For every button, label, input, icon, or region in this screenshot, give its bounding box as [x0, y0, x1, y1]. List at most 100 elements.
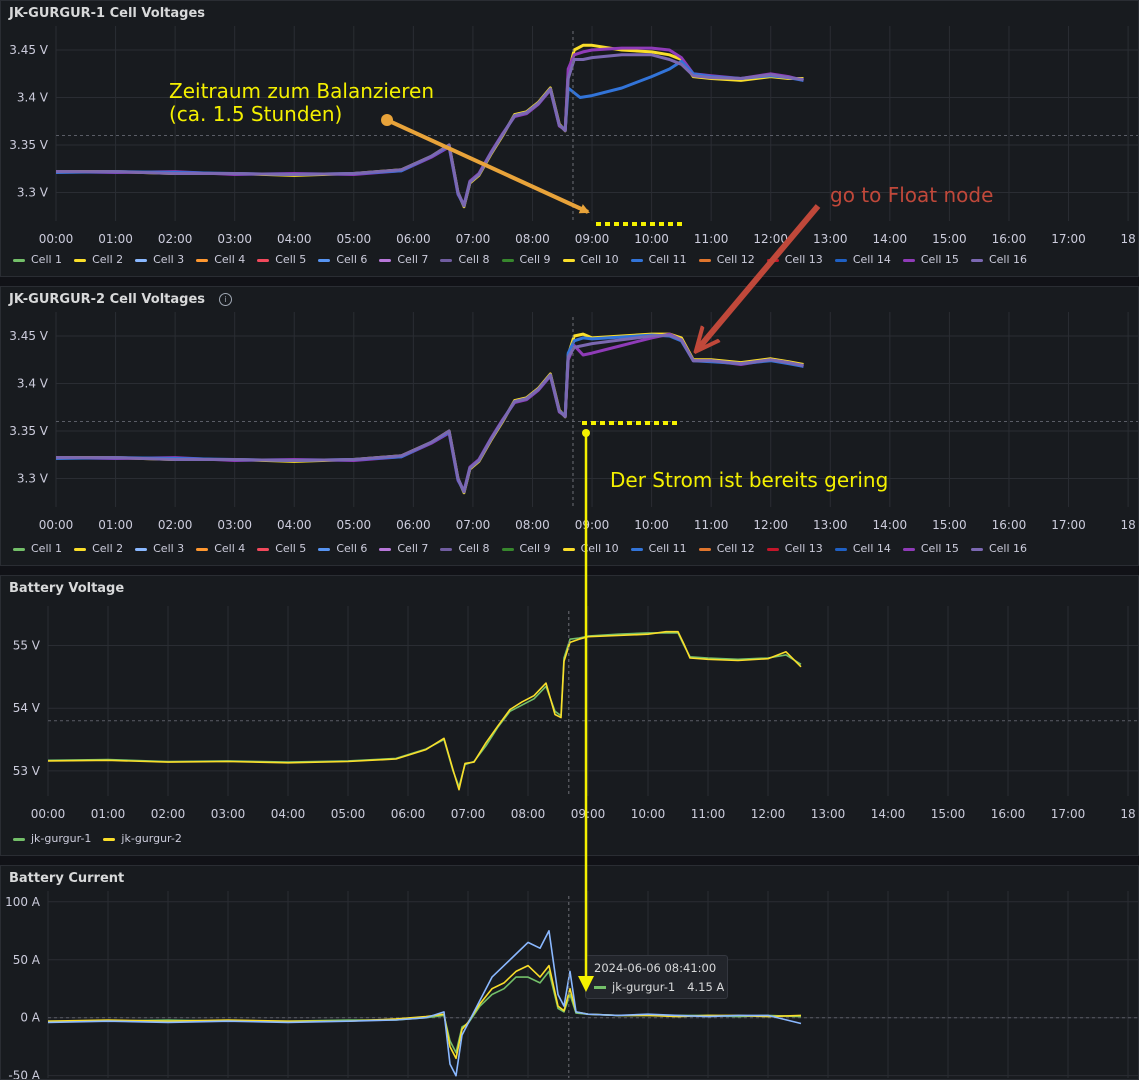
panel-title-2[interactable]: JK-GURGUR-2 Cell Voltages i: [9, 292, 232, 307]
x-tick-label: 07:00: [456, 232, 491, 246]
x-tick-label: 04:00: [277, 232, 312, 246]
legend-item-cell-3[interactable]: Cell 3: [135, 542, 184, 555]
panel-title[interactable]: JK-GURGUR-1 Cell Voltages: [9, 6, 205, 21]
legend-item-cell-11[interactable]: Cell 11: [630, 542, 687, 555]
legend-swatch: [562, 547, 575, 551]
x-tick-label: 08:00: [515, 232, 550, 246]
legend-swatch: [501, 547, 514, 551]
chart-gurgur1-cells[interactable]: 00:00 01:00 02:00 03:00 04:00 05:00 06:00 07:00…: [1, 1, 1139, 277]
x-tick-label: 12:00: [751, 807, 786, 821]
legend-item-cell-6[interactable]: Cell 6: [318, 253, 367, 266]
x-tick-label: 14:00: [873, 518, 908, 532]
legend-item-cell-16[interactable]: Cell 16: [970, 253, 1027, 266]
legend-item-cell-4[interactable]: Cell 4: [196, 542, 245, 555]
y-tick-label: 3.45 V: [9, 329, 49, 343]
hover-tooltip: 2024-06-06 08:41:00 jk-gurgur-1 4.15 A: [585, 955, 728, 999]
legend-item-cell-16[interactable]: Cell 16: [970, 542, 1027, 555]
legend-label: Cell 11: [648, 542, 687, 555]
legend-swatch: [902, 547, 915, 551]
legend-item-cell-9[interactable]: Cell 9: [501, 542, 551, 555]
x-tick-label: 13:00: [813, 232, 848, 246]
panel-gurgur2-cells: JK-GURGUR-2 Cell Voltages i 00:00 01:00 02:…: [0, 286, 1139, 566]
legend-item-cell-7[interactable]: Cell 7: [379, 253, 428, 266]
legend-swatch: [834, 258, 847, 262]
annotation-balancing-line2: (ca. 1.5 Stunden): [169, 102, 343, 126]
panel-title-3[interactable]: Battery Voltage: [9, 581, 125, 596]
x-tick-label: 15:00: [931, 807, 966, 821]
legend-item-cell-5[interactable]: Cell 5: [257, 253, 306, 266]
legend-item-cell-12[interactable]: Cell 12: [698, 542, 755, 555]
y-tick-label: 3.45 V: [9, 43, 49, 57]
series-line-cell-16: [56, 53, 804, 208]
legend-label: jk-gurgur-1: [31, 832, 92, 845]
x-tick-label: 00:00: [39, 232, 74, 246]
x-tick-label: 08:00: [515, 518, 550, 532]
x-tick-label: 14:00: [871, 807, 906, 821]
chart-battery-current[interactable]: 00:0001:0002:0003:0004:0005:0006:0007:00…: [1, 866, 1139, 1080]
x-tick-label: 12:00: [753, 518, 788, 532]
legend-swatch: [13, 547, 25, 551]
legend-item-cell-14[interactable]: Cell 14: [834, 542, 891, 555]
legend-item-jk-gurgur-1[interactable]: jk-gurgur-1: [13, 832, 91, 845]
legend-item-jk-gurgur-2[interactable]: jk-gurgur-2: [103, 832, 182, 845]
y-tick-label: 3.3 V: [17, 186, 49, 200]
info-circle-icon[interactable]: i: [219, 293, 232, 306]
x-tick-label: 06:00: [391, 807, 426, 821]
legend-label: Cell 13: [784, 253, 823, 266]
legend-item-cell-2[interactable]: Cell 2: [74, 253, 123, 266]
legend-item-cell-3[interactable]: Cell 3: [135, 253, 184, 266]
legend-item-cell-11[interactable]: Cell 11: [630, 253, 687, 266]
legend-label: Cell 14: [852, 542, 891, 555]
x-tick-label: 16:00: [992, 518, 1027, 532]
legend-swatch: [196, 547, 209, 551]
legend-gurgur1: Cell 1 Cell 2 Cell 3 Cell 4 Cell 5 Cell 6 Cell…: [13, 253, 1039, 266]
panel-title-4[interactable]: Battery Current: [9, 871, 125, 886]
x-tick-label: 04:00: [271, 807, 306, 821]
legend-item-cell-1[interactable]: Cell 1: [13, 542, 62, 555]
legend-item-cell-9[interactable]: Cell 9: [501, 253, 551, 266]
annotation-balancing-line1: Zeitraum zum Balanzieren: [169, 79, 434, 103]
x-tick-label: 11:00: [691, 807, 726, 821]
chart-gurgur2-cells[interactable]: 00:00 01:00 02:00 03:00 04:00 05:00 06:00 07:00…: [1, 287, 1139, 566]
x-tick-label: 01:00: [91, 807, 126, 821]
chart-battery-voltage[interactable]: 00:00 01:00 02:00 03:00 04:00 05:00 06:00 07:00…: [1, 576, 1139, 856]
panel-title-text: JK-GURGUR-2 Cell Voltages: [9, 292, 205, 307]
legend-item-cell-7[interactable]: Cell 7: [379, 542, 428, 555]
x-tick-label: 13:00: [811, 807, 846, 821]
series-line-cell-16: [56, 333, 804, 494]
legend-gurgur2: Cell 1 Cell 2 Cell 3 Cell 4 Cell 5 Cell 6 Cell…: [13, 542, 1039, 555]
x-tick-label: 05:00: [331, 807, 366, 821]
x-tick-label: 15:00: [932, 232, 967, 246]
y-tick-label: 3.4 V: [17, 91, 49, 105]
legend-label: Cell 3: [153, 253, 185, 266]
legend-item-cell-2[interactable]: Cell 2: [74, 542, 123, 555]
panel-gurgur1-cells: JK-GURGUR-1 Cell Voltages 00:00 01:00 02:0…: [0, 0, 1139, 277]
legend-swatch: [318, 547, 331, 551]
x-tick-label: 10:00: [634, 518, 669, 532]
legend-item-cell-10[interactable]: Cell 10: [562, 542, 619, 555]
legend-item-cell-15[interactable]: Cell 15: [902, 253, 959, 266]
legend-label: Cell 2: [92, 542, 124, 555]
legend-item-cell-8[interactable]: Cell 8: [440, 253, 490, 266]
legend-item-cell-1[interactable]: Cell 1: [13, 253, 62, 266]
legend-label: Cell 11: [648, 253, 687, 266]
legend-item-cell-15[interactable]: Cell 15: [902, 542, 959, 555]
x-tick-label: 06:00: [396, 232, 431, 246]
x-tick-label: 03:00: [217, 232, 252, 246]
legend-item-cell-13[interactable]: Cell 13: [766, 253, 823, 266]
legend-item-cell-12[interactable]: Cell 12: [698, 253, 755, 266]
tooltip-series-swatch: [594, 986, 606, 989]
legend-item-cell-14[interactable]: Cell 14: [834, 253, 891, 266]
legend-swatch: [440, 547, 453, 551]
legend-item-cell-10[interactable]: Cell 10: [562, 253, 619, 266]
x-tick-label: 18: [1120, 518, 1135, 532]
legend-item-cell-6[interactable]: Cell 6: [318, 542, 367, 555]
legend-item-cell-8[interactable]: Cell 8: [440, 542, 490, 555]
panel-battery-current: Battery Current 00:0001:0002:0003:0004:0…: [0, 865, 1139, 1080]
legend-label: Cell 9: [519, 253, 551, 266]
legend-item-cell-5[interactable]: Cell 5: [257, 542, 306, 555]
x-tick-label: 14:00: [873, 232, 908, 246]
x-tick-label: 17:00: [1051, 232, 1086, 246]
legend-item-cell-4[interactable]: Cell 4: [196, 253, 245, 266]
legend-item-cell-13[interactable]: Cell 13: [766, 542, 823, 555]
